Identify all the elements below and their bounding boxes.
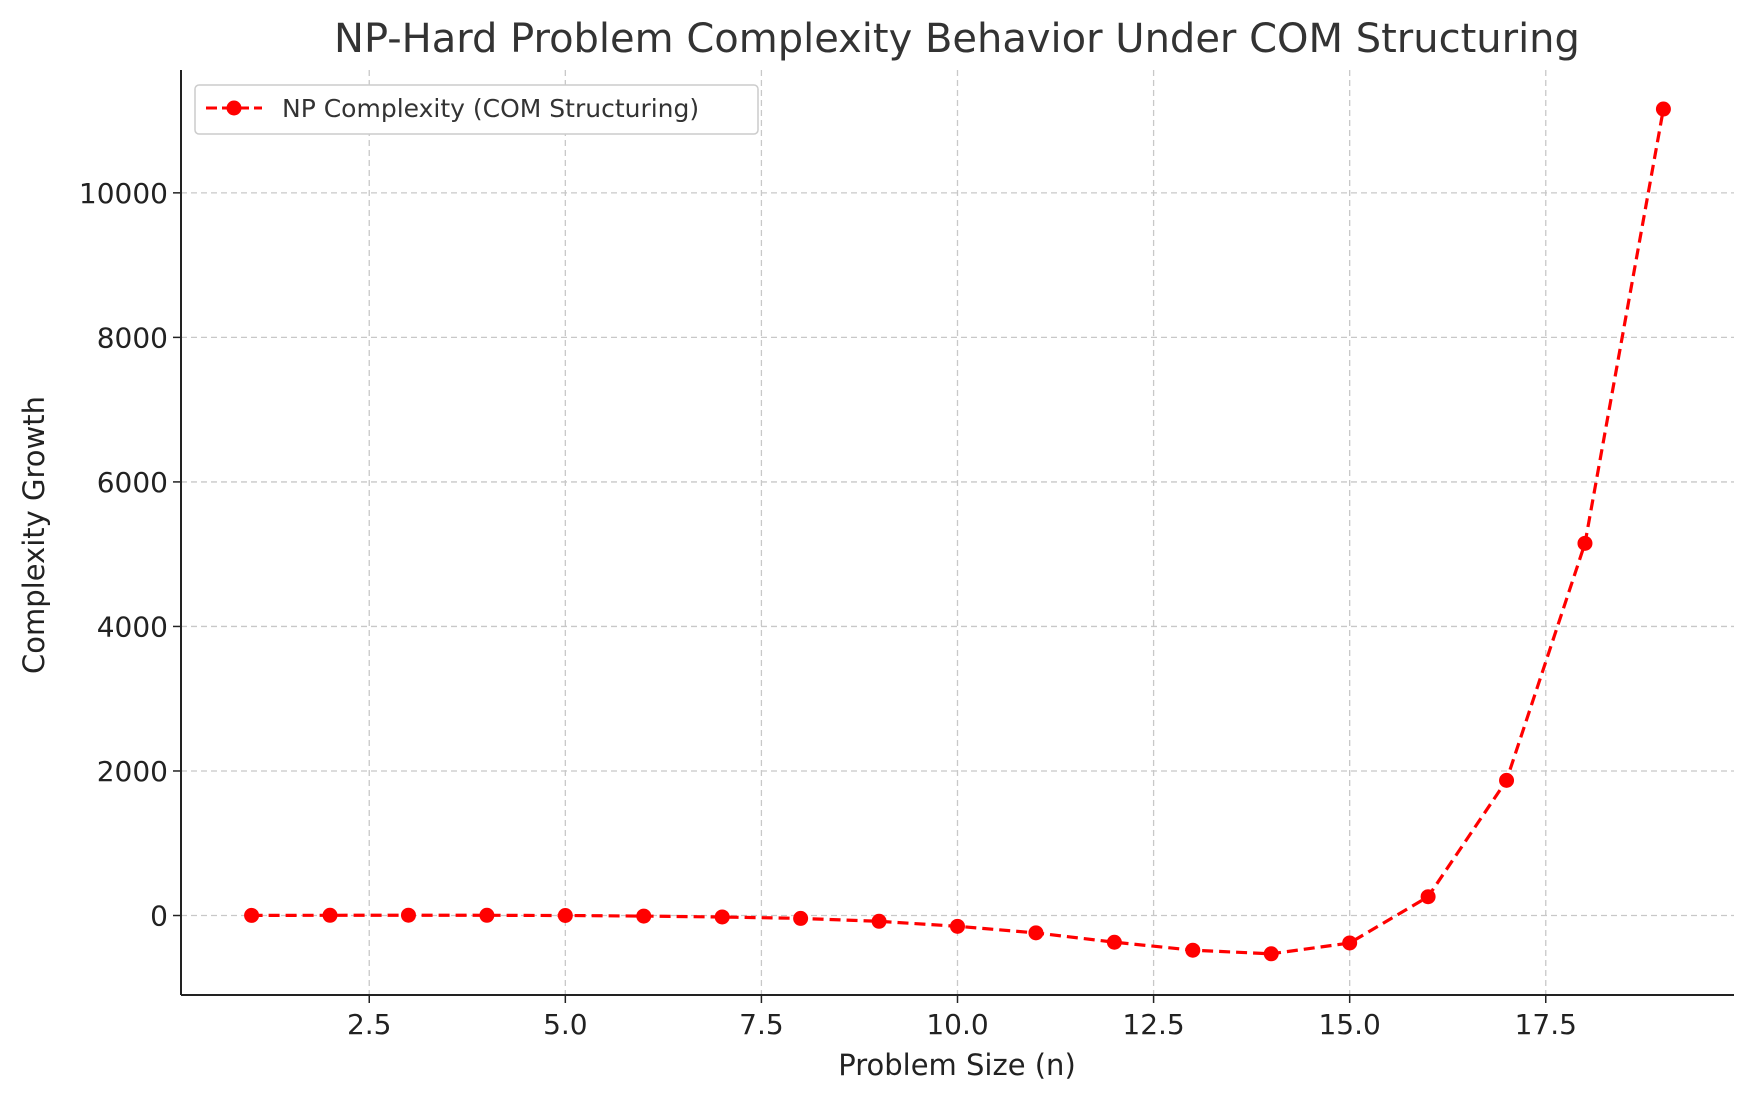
y-tick-label: 8000 — [97, 321, 168, 354]
y-axis-ticks: 0 2000 4000 6000 8000 10000 — [79, 177, 181, 933]
data-point — [714, 909, 730, 925]
legend-entry-label: NP Complexity (COM Structuring) — [282, 94, 699, 123]
legend-box — [194, 84, 759, 135]
y-tick-label: 2000 — [97, 755, 168, 788]
data-point — [1185, 942, 1201, 958]
data-point — [950, 918, 965, 934]
x-tick-label: 7.5 — [739, 1008, 784, 1041]
x-tick-label: 10.0 — [926, 1008, 988, 1041]
x-tick-label: 15.0 — [1318, 1008, 1380, 1041]
data-point — [636, 908, 652, 924]
y-tick-label: 0 — [150, 900, 168, 933]
data-point — [1420, 889, 1436, 905]
x-tick-label: 5.0 — [543, 1008, 588, 1041]
data-point — [793, 910, 809, 926]
data-point — [322, 907, 338, 923]
data-point — [1577, 535, 1593, 551]
data-point — [557, 908, 573, 924]
x-axis-label: Problem Size (n) — [838, 1048, 1076, 1082]
series-group — [244, 101, 1671, 962]
grid-lines — [181, 70, 1734, 995]
data-point — [1655, 101, 1671, 117]
data-point — [400, 907, 416, 923]
x-tick-label: 2.5 — [347, 1008, 392, 1041]
y-tick-label: 4000 — [97, 610, 168, 643]
x-tick-label: 12.5 — [1122, 1008, 1184, 1041]
y-tick-label: 6000 — [97, 466, 168, 499]
legend-marker-swatch — [226, 100, 242, 116]
data-point — [871, 913, 887, 929]
data-point — [479, 907, 495, 923]
x-tick-label: 17.5 — [1515, 1008, 1577, 1041]
data-point — [244, 907, 260, 923]
y-axis-label: Complexity Growth — [17, 396, 51, 674]
chart-title: NP-Hard Problem Complexity Behavior Unde… — [334, 16, 1580, 62]
data-point — [1342, 935, 1358, 951]
data-point — [1106, 934, 1122, 950]
x-axis-ticks: 2.5 5.0 7.5 10.0 12.5 15.0 17.5 — [347, 995, 1577, 1041]
legend: NP Complexity (COM Structuring) — [194, 84, 759, 135]
data-point — [1499, 772, 1515, 788]
y-tick-label: 10000 — [79, 177, 168, 210]
data-point — [1028, 925, 1044, 941]
data-point — [1263, 946, 1279, 962]
